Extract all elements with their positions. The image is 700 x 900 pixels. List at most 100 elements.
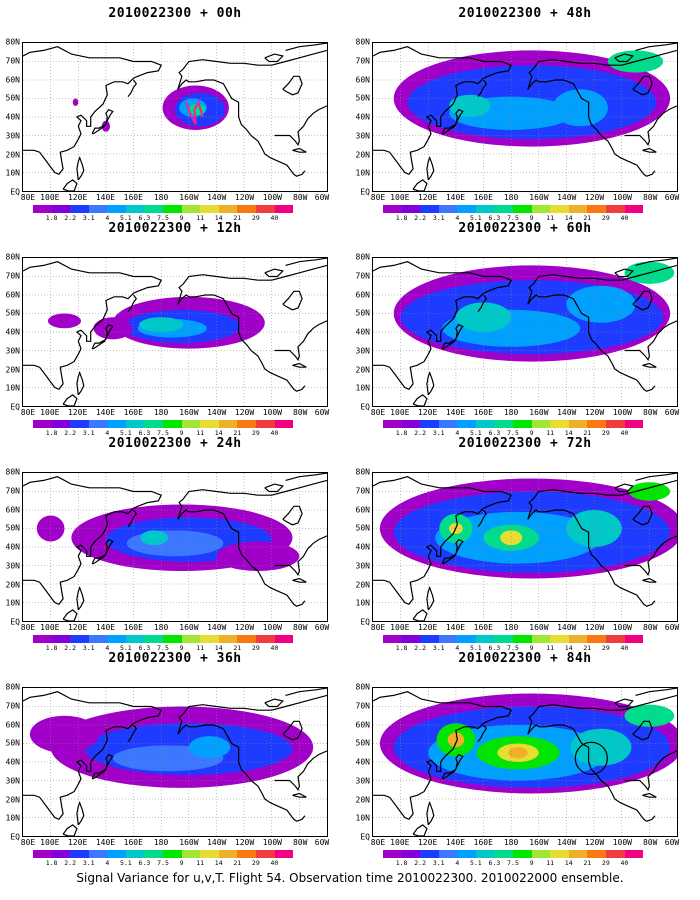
coastline (274, 535, 327, 577)
colorbar-cell (237, 420, 256, 428)
colorbar-cell (401, 850, 421, 858)
coastline (127, 509, 138, 528)
map-plot-area (22, 257, 328, 407)
colorbar-label: 2.2 (64, 214, 77, 222)
coastline (635, 43, 677, 51)
x-tick-label: 140E (95, 408, 116, 417)
y-tick-label: 10N (5, 383, 20, 393)
colorbar-cell (125, 850, 145, 858)
x-tick-label: 120W (234, 193, 255, 202)
colorbar-label: 14 (564, 214, 573, 222)
colorbar-cell (200, 635, 219, 643)
colorbar-cell (274, 420, 294, 428)
coastline (127, 724, 138, 743)
map-plot-area (372, 472, 678, 622)
colorbar-label: 4 (455, 859, 460, 867)
coastline (632, 505, 653, 526)
colorbar-label: 4 (105, 859, 110, 867)
panel-title: 2010022300 + 00h (108, 6, 242, 21)
x-tick-label: 80W (642, 623, 658, 632)
colorbar-cell (200, 205, 219, 213)
x-tick-label: 100W (612, 193, 632, 202)
coastline (23, 46, 163, 176)
variance-contour (449, 94, 491, 117)
colorbar-cell (51, 635, 71, 643)
coastline (624, 320, 677, 362)
x-tick-label: 140E (95, 838, 116, 847)
x-axis-labels: 80E 100E 120E 140E 160E 180 160W 140W 120W 100W 80… (370, 193, 679, 203)
colorbar-cell (475, 420, 495, 428)
y-tick-label: 70N (355, 271, 370, 281)
coastline (441, 108, 464, 135)
colorbar-cell (457, 205, 476, 213)
y-tick-label: 70N (355, 486, 370, 496)
colorbar-label: 21 (233, 214, 242, 222)
colorbar-cell (550, 850, 569, 858)
map-panel: 2010022300 + 48h 80N 70N 60N 50N 40N 30N 20N 10N… (350, 0, 700, 222)
colorbar (33, 635, 294, 643)
colorbar-labels: 1.8 2.2 3.1 4 5.1 6.3 7.5 9 11 14 21 29 40 (383, 859, 643, 867)
colorbar-label: 5.1 (119, 859, 132, 867)
coastline (441, 753, 464, 780)
y-tick-label: 10N (5, 598, 20, 608)
colorbar-label: 11 (196, 644, 205, 652)
y-tick-label: 10N (355, 168, 370, 178)
colorbar-label: 5.1 (469, 644, 482, 652)
x-tick-label: 120W (584, 838, 605, 847)
y-axis-labels: 80N 70N 60N 50N 40N 30N 20N 10N EQ (350, 683, 372, 842)
x-tick-label: 140E (95, 623, 116, 632)
variance-contour (29, 715, 99, 753)
colorbar-label: 7.5 (507, 429, 519, 437)
y-axis-labels: 80N 70N 60N 50N 40N 30N 20N 10N EQ (0, 253, 22, 412)
x-tick-label: 120W (234, 838, 255, 847)
y-tick-label: EQ (360, 402, 370, 412)
panel-title: 2010022300 + 12h (108, 221, 242, 236)
x-tick-label: 120W (584, 623, 605, 632)
coastline (274, 750, 327, 792)
colorbar-cell (457, 850, 476, 858)
variance-contour (140, 530, 169, 546)
y-tick-label: 10N (355, 813, 370, 823)
colorbar-cell (531, 850, 551, 858)
y-tick-label: EQ (10, 187, 20, 197)
map-plot-area (372, 687, 678, 837)
colorbar-label: 2.2 (64, 644, 77, 652)
colorbar-label: 29 (601, 859, 610, 867)
coastline (373, 476, 513, 606)
colorbar-label: 3.1 (432, 859, 445, 867)
y-tick-label: EQ (360, 617, 370, 627)
y-tick-label: 80N (5, 37, 20, 47)
colorbar-label: 14 (214, 214, 223, 222)
coastline (274, 105, 327, 147)
map-panel: 2010022300 + 12h 80N 70N 60N 50N 40N 30N 20N 10N… (0, 215, 350, 437)
x-tick-label: 100E (390, 408, 410, 417)
colorbar-cell (383, 205, 402, 213)
y-tick-label: 10N (5, 813, 20, 823)
colorbar-cell (568, 635, 588, 643)
y-tick-label: 50N (5, 738, 20, 748)
colorbar-label: 7.5 (157, 429, 169, 437)
y-tick-label: 30N (5, 561, 20, 571)
coastline (91, 753, 114, 780)
colorbar-cell (181, 420, 201, 428)
y-tick-label: 30N (5, 131, 20, 141)
colorbar-label: 9 (179, 214, 184, 222)
map-svg (23, 43, 327, 191)
x-tick-label: 80W (292, 408, 308, 417)
coastline (527, 294, 656, 392)
colorbar-label: 1.8 (45, 644, 58, 652)
colorbar-cell (255, 850, 275, 858)
x-tick-label: 180 (503, 838, 519, 847)
x-tick-label: 80E (370, 193, 386, 202)
x-tick-label: 60W (314, 838, 330, 847)
colorbar-cell (88, 420, 108, 428)
colorbar-cell (624, 420, 644, 428)
coastline (23, 691, 163, 821)
x-axis-labels: 80E 100E 120E 140E 160E 180 160W 140W 120W 100W 80… (21, 838, 330, 848)
x-tick-label: 160W (529, 193, 549, 202)
y-tick-label: 70N (355, 56, 370, 66)
colorbar-cell (88, 635, 108, 643)
colorbar-cell (550, 420, 569, 428)
y-tick-label: 80N (5, 682, 20, 692)
coastline (614, 698, 634, 708)
